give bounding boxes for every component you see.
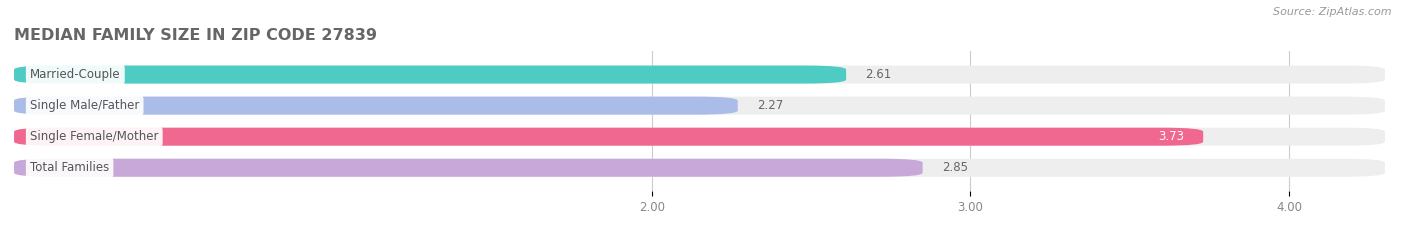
FancyBboxPatch shape [14, 65, 846, 84]
FancyBboxPatch shape [14, 97, 738, 115]
Text: Total Families: Total Families [30, 161, 110, 174]
Text: 2.61: 2.61 [865, 68, 891, 81]
FancyBboxPatch shape [14, 128, 1204, 146]
FancyBboxPatch shape [14, 65, 1385, 84]
Text: Source: ZipAtlas.com: Source: ZipAtlas.com [1274, 7, 1392, 17]
Text: Single Female/Mother: Single Female/Mother [30, 130, 159, 143]
FancyBboxPatch shape [14, 159, 922, 177]
FancyBboxPatch shape [14, 97, 1385, 115]
Text: 3.73: 3.73 [1159, 130, 1184, 143]
FancyBboxPatch shape [14, 159, 1385, 177]
Text: 2.27: 2.27 [756, 99, 783, 112]
Text: Married-Couple: Married-Couple [30, 68, 121, 81]
Text: 2.85: 2.85 [942, 161, 967, 174]
Text: Single Male/Father: Single Male/Father [30, 99, 139, 112]
FancyBboxPatch shape [14, 128, 1385, 146]
Text: MEDIAN FAMILY SIZE IN ZIP CODE 27839: MEDIAN FAMILY SIZE IN ZIP CODE 27839 [14, 28, 377, 43]
